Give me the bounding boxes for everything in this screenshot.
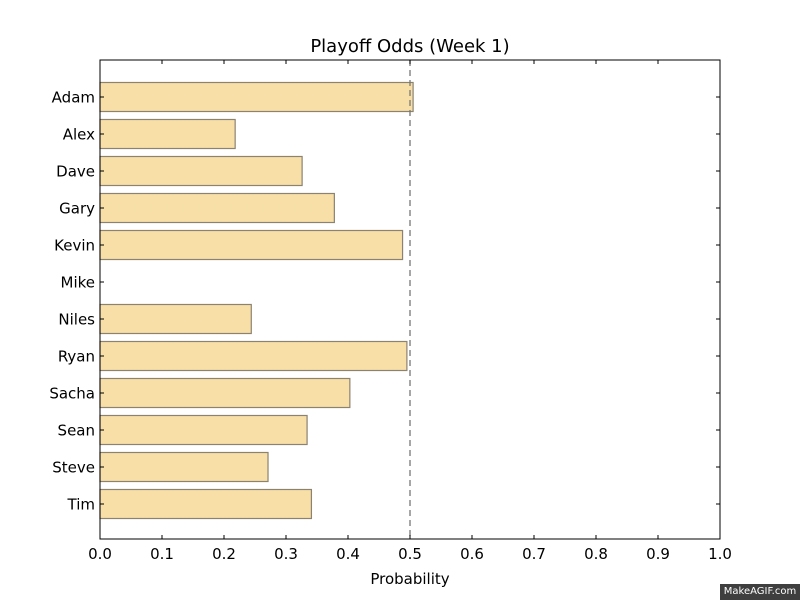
bar-alex — [99, 118, 236, 150]
watermark-badge: MakeAGIF.com — [720, 584, 800, 600]
bar-sacha — [99, 377, 351, 409]
y-tick-label-steve: Steve — [52, 459, 95, 477]
x-tick-label-4: 0.4 — [336, 545, 360, 563]
y-tick-label-sacha: Sacha — [49, 385, 95, 403]
chart-title: Playoff Odds (Week 1) — [310, 36, 509, 57]
bars-group — [99, 81, 414, 520]
y-tick-label-niles: Niles — [58, 311, 95, 329]
x-tick-label-0: 0.0 — [88, 545, 112, 563]
x-tick-label-2: 0.2 — [212, 545, 236, 563]
bar-gary — [99, 192, 335, 224]
bar-niles — [99, 303, 252, 335]
ticks-group — [99, 60, 721, 539]
x-tick-label-8: 0.8 — [584, 545, 608, 563]
y-tick-label-adam: Adam — [52, 89, 95, 107]
y-tick-label-kevin: Kevin — [54, 237, 95, 255]
x-tick-label-6: 0.6 — [460, 545, 484, 563]
x-tick-label-1: 0.1 — [150, 545, 174, 563]
x-tick-label-3: 0.3 — [274, 545, 298, 563]
x-tick-label-5: 0.5 — [398, 545, 422, 563]
x-axis-label: Probability — [370, 570, 449, 588]
y-tick-label-gary: Gary — [59, 200, 95, 218]
y-tick-label-ryan: Ryan — [58, 348, 95, 366]
y-tick-label-sean: Sean — [58, 422, 95, 440]
x-tick-label-7: 0.7 — [522, 545, 546, 563]
bar-ryan — [99, 340, 408, 372]
y-tick-label-tim: Tim — [67, 496, 95, 514]
bar-kevin — [99, 229, 404, 261]
y-tick-label-dave: Dave — [56, 163, 95, 181]
x-tick-label-10: 1.0 — [708, 545, 732, 563]
bar-sean — [99, 414, 308, 446]
bar-adam — [99, 81, 414, 113]
x-tick-label-9: 0.9 — [646, 545, 670, 563]
x-tick-labels: 0.0 0.1 0.2 0.3 0.4 0.5 0.6 0.7 0.8 0.9 1.0 — [88, 545, 732, 563]
y-tick-label-mike: Mike — [61, 274, 96, 292]
y-tick-labels: Adam Alex Dave Gary Kevin Mike Niles Ryan Sacha S… — [49, 89, 95, 514]
y-tick-label-alex: Alex — [63, 126, 95, 144]
bar-tim — [99, 488, 313, 520]
bar-dave — [99, 155, 303, 187]
bar-steve — [99, 451, 269, 483]
